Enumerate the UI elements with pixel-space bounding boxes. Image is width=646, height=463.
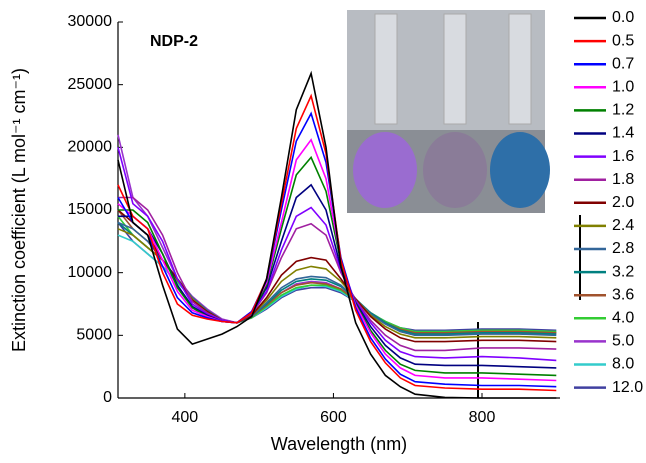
x-axis-label: Wavelength (nm) (271, 434, 407, 454)
annotation: NDP-2 (150, 33, 198, 50)
legend-label: 1.2 (612, 102, 634, 119)
legend-label: 1.0 (612, 79, 634, 96)
legend-label: 0.0 (612, 9, 634, 26)
x-tick-label: 600 (320, 409, 347, 426)
series-line (117, 93, 557, 392)
legend-label: 2.4 (612, 217, 634, 234)
legend-label: 0.7 (612, 55, 634, 72)
legend-label: 0.5 (612, 32, 634, 49)
legend-label: 3.6 (612, 286, 634, 303)
series-line (118, 196, 557, 352)
series-line (117, 147, 557, 362)
legend-label: 5.0 (612, 333, 634, 350)
y-axis-label: Extinction coefficient (L mol⁻¹ cm⁻¹) (9, 68, 29, 352)
y-tick-label: 20000 (68, 139, 113, 156)
legend-label: 1.6 (612, 148, 634, 165)
y-tick-label: 30000 (68, 13, 113, 30)
series-line (118, 155, 557, 377)
y-tick-label: 0 (103, 389, 112, 406)
series-line (117, 111, 557, 388)
legend-label: 12.0 (612, 379, 643, 396)
x-tick-label: 800 (469, 409, 496, 426)
y-tick-label: 25000 (68, 76, 113, 93)
legend-label: 3.2 (612, 263, 634, 280)
legend-label: 4.0 (612, 310, 634, 327)
y-tick-label: 15000 (68, 201, 113, 218)
y-tick-label: 10000 (68, 264, 113, 281)
series-line (118, 183, 557, 369)
legend-label: 8.0 (612, 356, 634, 373)
legend-label: 2.0 (612, 194, 634, 211)
series-line (117, 70, 557, 399)
series-line (117, 138, 557, 382)
flasks (353, 13, 550, 208)
legend-label: 2.8 (612, 240, 634, 257)
legend-label: 1.8 (612, 171, 634, 188)
x-tick-label: 400 (172, 409, 199, 426)
y-tick-label: 5000 (76, 327, 112, 344)
legend-label: 1.4 (612, 125, 634, 142)
